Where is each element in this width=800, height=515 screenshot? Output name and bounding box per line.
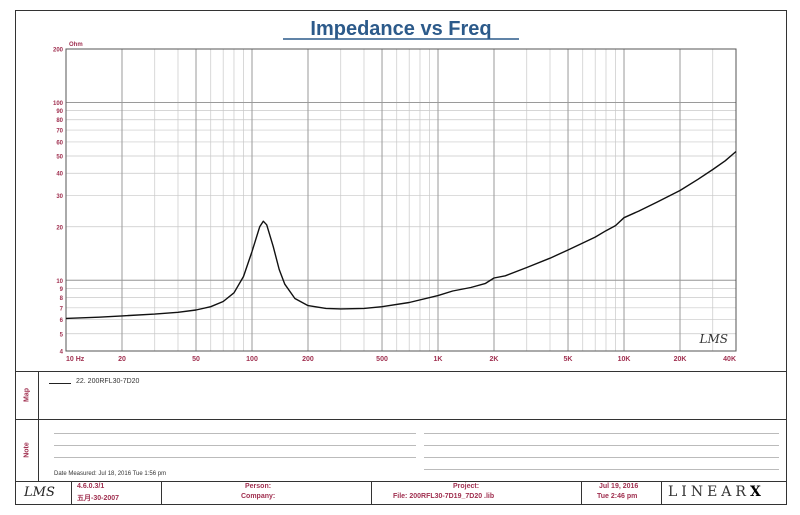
y-tick-label: 7 — [60, 306, 64, 312]
y-tick-label: 70 — [56, 129, 63, 135]
note-line — [424, 469, 779, 470]
y-tick-label: 8 — [60, 296, 64, 302]
note-panel: Note Date Measured: Jul 18, 2016 Tue 1:5… — [16, 419, 786, 482]
legend-entry: 22. 200RFL30-7D20 — [76, 378, 140, 385]
impedance-curve — [65, 150, 737, 320]
y-tick-label: 200 — [53, 48, 64, 54]
x-tick-label: 20 — [118, 356, 126, 363]
plot-border — [65, 48, 737, 352]
x-tick-label: 100 — [246, 356, 258, 363]
note-line — [424, 457, 779, 458]
report-frame: Impedance vs Freq Ohm 10 Hz 20 50 100 200 500 1K… — [15, 10, 787, 505]
company-label: Company: — [241, 493, 276, 500]
y-tick-label: 10 — [56, 279, 63, 285]
footer: LMS 4.6.0.3/1 五月-30-2007 Person: Company… — [16, 481, 786, 504]
footer-person-cell: Person: Company: — [161, 481, 372, 504]
note-side-label: Note — [16, 419, 39, 481]
footer-logo-cell: LMS — [16, 481, 72, 504]
chart-panel: Impedance vs Freq Ohm 10 Hz 20 50 100 200 500 1K… — [16, 11, 786, 372]
note-line — [54, 445, 416, 446]
chart-title: Impedance vs Freq — [310, 18, 491, 40]
x-tick-label: 10 Hz — [66, 356, 85, 363]
y-tick-label: 9 — [60, 287, 64, 293]
footer-version-cell: 4.6.0.3/1 五月-30-2007 — [71, 481, 162, 504]
lms-watermark: LMS — [699, 332, 728, 346]
map-panel: Map 22. 200RFL30-7D20 — [16, 371, 786, 420]
x-tick-label: 5K — [564, 356, 573, 363]
x-tick-label: 500 — [376, 356, 388, 363]
note-line — [54, 457, 416, 458]
x-tick-label: 20K — [674, 356, 687, 363]
note-label: Note — [23, 442, 31, 458]
version-date: 五月-30-2007 — [77, 495, 120, 502]
date-measured: Date Measured: Jul 18, 2016 Tue 1:56 pm — [54, 471, 167, 477]
y-tick-label: 100 — [53, 101, 64, 107]
file-label: File: 200RFL30-7D19_7D20 .lib — [393, 493, 495, 500]
y-tick-label: 90 — [56, 109, 63, 115]
footer-date: Jul 19, 2016 — [599, 483, 639, 490]
x-tick-label: 200 — [302, 356, 314, 363]
map-side-label: Map — [16, 371, 39, 419]
y-tick-label: 6 — [60, 318, 64, 324]
legend-line-swatch — [49, 383, 71, 384]
y-tick-label: 4 — [60, 350, 64, 356]
y-tick-label: 5 — [60, 332, 64, 338]
x-tick-label: 2K — [490, 356, 499, 363]
impedance-chart: Impedance vs Freq Ohm 10 Hz 20 50 100 200 500 1K… — [53, 18, 737, 363]
lms-logo: LMS — [24, 485, 55, 500]
y-tick-label: 40 — [56, 172, 63, 178]
project-label: Project: — [453, 483, 480, 490]
y-tick-label: 20 — [56, 225, 63, 231]
y-tick-label: 80 — [56, 118, 63, 124]
y-axis-unit-label: Ohm — [69, 42, 83, 48]
linearx-logo: LINEARX — [668, 484, 765, 500]
x-tick-label: 50 — [192, 356, 200, 363]
x-tick-label: 10K — [618, 356, 631, 363]
brand-x: X — [749, 484, 765, 500]
note-line — [424, 433, 779, 434]
note-line — [54, 433, 416, 434]
y-tick-label: 30 — [56, 194, 63, 200]
y-tick-label: 60 — [56, 140, 63, 146]
version-number: 4.6.0.3/1 — [77, 483, 105, 490]
brand-text: LINEAR — [668, 484, 750, 500]
footer-time: Tue 2:46 pm — [597, 493, 638, 500]
x-tick-label: 1K — [434, 356, 443, 363]
map-label: Map — [23, 388, 31, 402]
footer-project-cell: Project: File: 200RFL30-7D19_7D20 .lib — [371, 481, 582, 504]
person-label: Person: — [245, 483, 272, 490]
note-line — [424, 445, 779, 446]
x-tick-label: 40K — [723, 356, 736, 363]
y-tick-label: 50 — [56, 155, 63, 161]
footer-date-cell: Jul 19, 2016 Tue 2:46 pm — [581, 481, 662, 504]
